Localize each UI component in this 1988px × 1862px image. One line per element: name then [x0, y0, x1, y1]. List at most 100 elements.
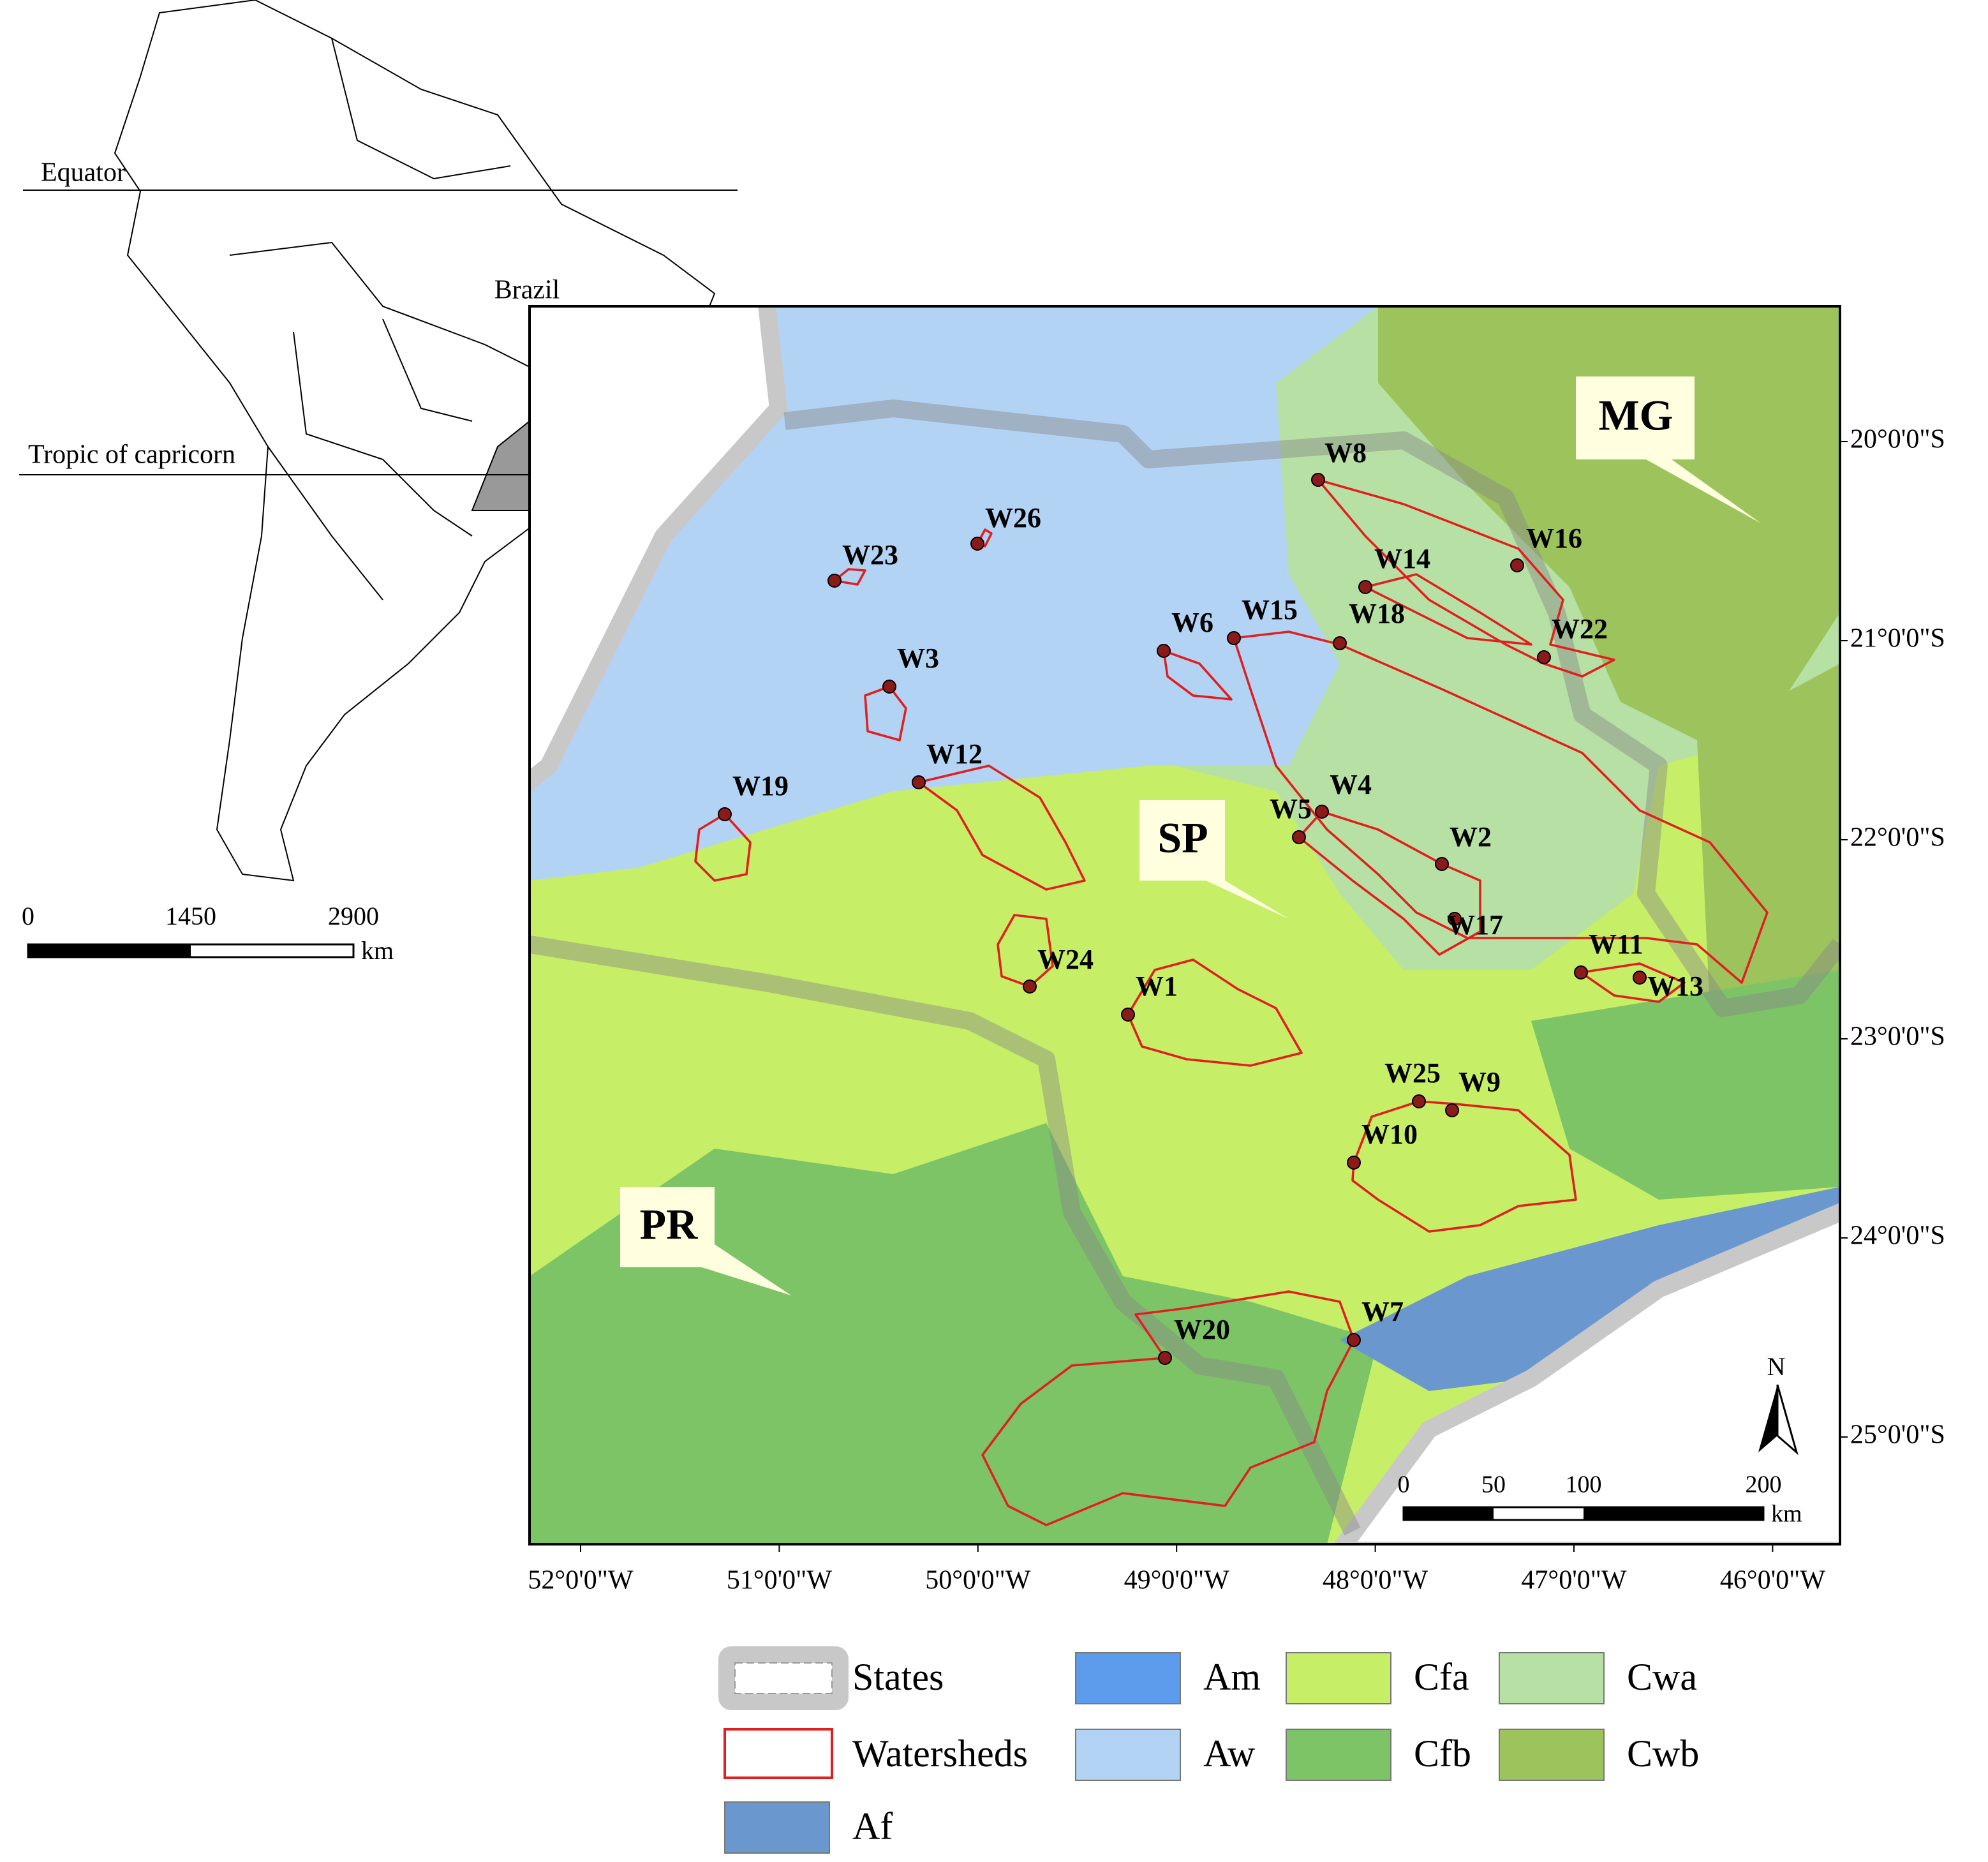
watershed-outline — [1233, 630, 1769, 984]
state-border — [530, 935, 1361, 1536]
legend-swatch — [1075, 1652, 1181, 1704]
state-label: PR — [640, 1200, 699, 1249]
scale-label: 50 — [1481, 1471, 1506, 1498]
watershed-label: W9 — [1458, 1066, 1501, 1098]
scale-unit: km — [361, 936, 394, 965]
country-borders — [229, 38, 562, 600]
north-label: N — [1767, 1352, 1786, 1381]
watershed-outline — [981, 1290, 1355, 1526]
callout — [1576, 376, 1761, 523]
legend-swatch — [724, 1801, 830, 1854]
watershed-outline — [1317, 479, 1615, 678]
scale-label: 0 — [1398, 1471, 1410, 1498]
watershed-outlet — [1448, 912, 1462, 926]
north-arrow-shape — [1776, 1384, 1799, 1456]
state-label: MG — [1598, 391, 1673, 440]
equator-label: Equator — [41, 158, 126, 188]
watershed-outlet — [1023, 979, 1037, 994]
legend-label: Cfb — [1414, 1732, 1471, 1775]
legend-swatch-inner — [734, 1662, 833, 1694]
watershed-label: W2 — [1450, 821, 1492, 853]
state-callouts — [620, 376, 1761, 1295]
legend-label: Cfa — [1414, 1656, 1469, 1698]
legend-swatch — [1286, 1729, 1391, 1781]
watershed-label: W5 — [1270, 793, 1312, 824]
watershed-outlet — [1347, 1333, 1361, 1347]
legend-label: States — [852, 1656, 944, 1698]
legend-swatch — [1286, 1652, 1391, 1704]
scale-label: 100 — [1566, 1471, 1602, 1498]
lon-tick-label: 52°0'0"W — [528, 1566, 634, 1595]
lat-tick-label: 20°0'0"S — [1850, 425, 1945, 454]
watershed-outline — [1298, 810, 1481, 956]
legend-label: Aw — [1203, 1732, 1256, 1775]
watershed-label: W10 — [1361, 1119, 1418, 1150]
watershed-label: W6 — [1171, 607, 1213, 638]
legend: States Watersheds Af Am Aw Cfa Cfb Cwa Cwb — [718, 1646, 1699, 1854]
watershed-outlet — [970, 537, 984, 551]
legend-label: Am — [1203, 1656, 1261, 1698]
legend-swatch — [1499, 1652, 1605, 1704]
watershed-outlet — [1633, 971, 1647, 985]
legend-swatch — [1075, 1729, 1181, 1781]
watershed-label: W13 — [1647, 971, 1703, 1002]
watershed-outlet — [1445, 1103, 1459, 1117]
watershed-outlet — [1347, 1156, 1361, 1170]
watershed-label: W17 — [1447, 909, 1503, 941]
legend-label: Af — [852, 1805, 893, 1847]
lon-tick-label: 47°0'0"W — [1521, 1566, 1627, 1595]
watershed-label: W1 — [1136, 971, 1178, 1002]
climate-map — [530, 306, 1840, 1544]
watershed-outline — [1580, 962, 1686, 1003]
watershed-outlet — [912, 775, 926, 789]
north-arrow — [1758, 1384, 1799, 1456]
state-label: SP — [1157, 814, 1208, 862]
south-america-outline — [114, 0, 716, 882]
watershed-outlet — [1227, 631, 1241, 645]
watershed-outlet — [1333, 636, 1347, 650]
cfb-zone — [530, 970, 1840, 1544]
watershed-outlet — [1537, 650, 1551, 664]
map-frame — [528, 305, 1841, 1545]
scale-bar-segment — [28, 944, 191, 957]
watershed-label: W11 — [1589, 928, 1643, 960]
lat-tick-label: 24°0'0"S — [1850, 1221, 1945, 1251]
country-label: Brazil — [494, 276, 560, 305]
watershed-outlet — [1158, 1351, 1172, 1365]
north-arrow-shape — [1758, 1385, 1777, 1452]
scale-label: 2900 — [328, 902, 379, 930]
watershed-label: W7 — [1361, 1296, 1404, 1327]
scale-label: 200 — [1746, 1471, 1782, 1498]
watershed-outline — [864, 685, 907, 741]
watershed-outlet — [1315, 805, 1329, 819]
watershed-outline — [917, 764, 1086, 891]
watershed-outlet — [1358, 580, 1372, 594]
watershed-outline — [1127, 958, 1303, 1067]
watershed-outlet — [1121, 1008, 1135, 1022]
watershed-label: W23 — [842, 539, 898, 570]
lon-tick-label: 50°0'0"W — [925, 1566, 1031, 1595]
scale-label: 1450 — [165, 902, 216, 930]
scale-label: 0 — [22, 902, 34, 930]
lon-tick-label: 48°0'0"W — [1323, 1566, 1428, 1595]
legend-swatch — [1499, 1729, 1605, 1781]
watershed-label: W25 — [1384, 1057, 1441, 1089]
tropic-label: Tropic of capricorn — [28, 440, 235, 470]
callout — [1139, 800, 1289, 919]
watershed-outlet — [1412, 1094, 1426, 1108]
watershed-outlines — [694, 479, 1769, 1526]
watershed-label: W8 — [1324, 437, 1367, 468]
watershed-label: W14 — [1374, 543, 1430, 574]
ocean — [1333, 1203, 1840, 1544]
lon-tick-label: 49°0'0"W — [1124, 1566, 1230, 1595]
watershed-label: W24 — [1037, 944, 1094, 975]
legend-label: Cwb — [1627, 1732, 1699, 1775]
watershed-outlet — [1157, 644, 1171, 658]
watershed-outline — [1364, 573, 1532, 646]
watershed-label: W4 — [1330, 769, 1372, 800]
inset-scale-bar: 0 1450 2900 km — [22, 902, 394, 965]
scale-bar-segment — [1404, 1507, 1494, 1520]
watershed-outlet — [1435, 857, 1449, 871]
